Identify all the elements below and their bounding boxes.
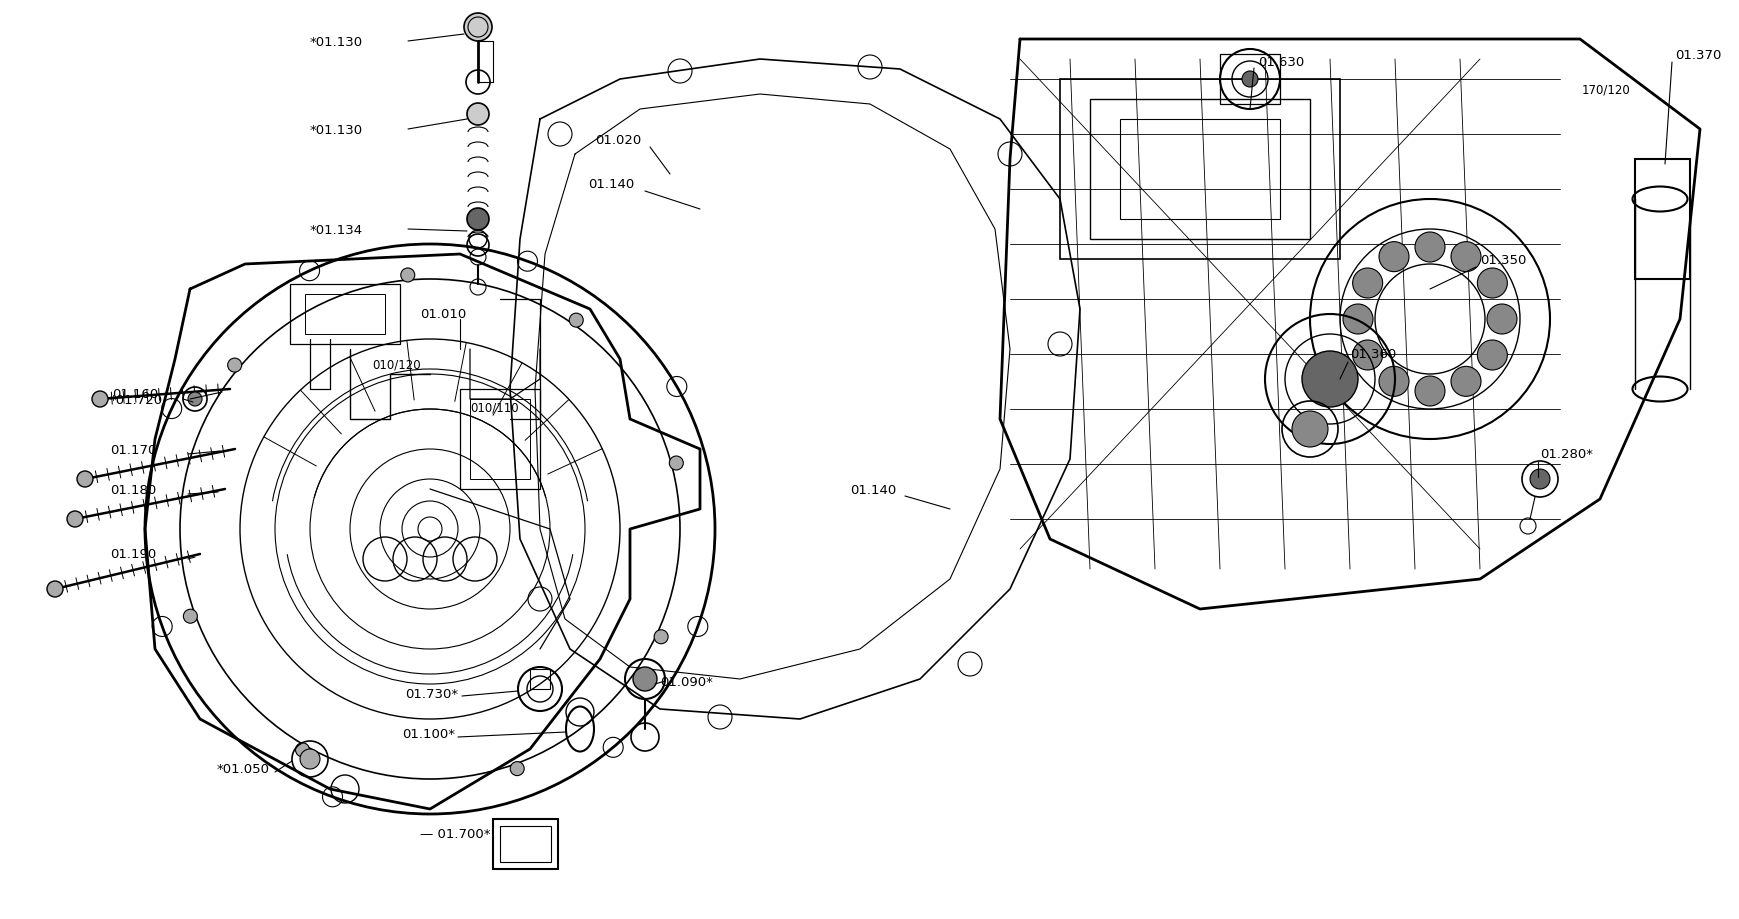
Text: 010/120: 010/120 — [372, 358, 421, 371]
Circle shape — [466, 104, 489, 126]
Circle shape — [47, 582, 63, 597]
Circle shape — [1379, 367, 1409, 397]
Text: 170/120: 170/120 — [1581, 84, 1629, 96]
Text: 01.140: 01.140 — [850, 483, 896, 496]
Text: 01.350: 01.350 — [1480, 254, 1525, 267]
Bar — [304, 295, 384, 335]
Text: 01.370: 01.370 — [1675, 49, 1720, 62]
Circle shape — [1450, 243, 1480, 272]
Circle shape — [1351, 268, 1383, 299]
Text: 01.010: 01.010 — [419, 308, 466, 321]
Circle shape — [466, 209, 489, 231]
Circle shape — [1450, 367, 1480, 397]
Circle shape — [1529, 470, 1549, 490]
Bar — [530, 669, 550, 689]
Bar — [499, 826, 551, 862]
Text: 01.170: 01.170 — [110, 443, 157, 456]
Circle shape — [1379, 243, 1409, 272]
Circle shape — [1414, 233, 1443, 263]
Bar — [470, 400, 530, 480]
Circle shape — [188, 392, 202, 406]
Circle shape — [1351, 341, 1383, 370]
Text: 01.630: 01.630 — [1257, 55, 1304, 68]
Circle shape — [92, 391, 108, 407]
Bar — [1089, 100, 1309, 240]
Circle shape — [633, 667, 657, 691]
Bar — [1120, 119, 1280, 220]
Text: — 01.700*: — 01.700* — [419, 828, 490, 841]
Bar — [1635, 160, 1689, 279]
Circle shape — [299, 749, 320, 769]
Circle shape — [670, 457, 683, 471]
Text: 01.090*: 01.090* — [659, 675, 713, 687]
Text: *01.720: *01.720 — [110, 393, 163, 406]
Text: 01.180: 01.180 — [110, 483, 157, 496]
Bar — [492, 819, 558, 869]
Circle shape — [464, 14, 492, 42]
Text: 01.280*: 01.280* — [1539, 448, 1593, 461]
Circle shape — [1476, 268, 1506, 299]
Circle shape — [400, 268, 414, 283]
Circle shape — [1476, 341, 1506, 370]
Circle shape — [1414, 377, 1443, 406]
Text: 01.360: 01.360 — [1349, 348, 1395, 361]
Text: 01.020: 01.020 — [595, 133, 642, 146]
Text: *01.130: *01.130 — [310, 36, 363, 49]
Circle shape — [654, 630, 668, 644]
Text: 01.140: 01.140 — [588, 178, 635, 191]
Bar — [290, 285, 400, 345]
Circle shape — [77, 471, 92, 487]
Circle shape — [1487, 305, 1516, 335]
Text: 010/110: 010/110 — [470, 401, 518, 414]
Circle shape — [510, 762, 523, 776]
Text: *01.130: *01.130 — [310, 123, 363, 136]
Circle shape — [228, 358, 242, 373]
Bar — [1059, 80, 1339, 260]
Text: 01.190: 01.190 — [110, 548, 157, 561]
Text: 01.160: 01.160 — [111, 388, 158, 401]
Circle shape — [1292, 412, 1327, 448]
Text: 01.730*: 01.730* — [405, 686, 457, 699]
Circle shape — [1242, 72, 1257, 88]
Text: *01.134: *01.134 — [310, 223, 363, 236]
Text: *01.050: *01.050 — [217, 763, 270, 776]
Circle shape — [1301, 352, 1356, 407]
Circle shape — [68, 512, 83, 528]
Circle shape — [569, 313, 583, 328]
Circle shape — [1343, 305, 1372, 335]
Circle shape — [183, 609, 197, 623]
Bar — [1219, 55, 1280, 105]
Bar — [459, 390, 539, 490]
Text: 01.100*: 01.100* — [402, 728, 454, 741]
Circle shape — [296, 743, 310, 757]
